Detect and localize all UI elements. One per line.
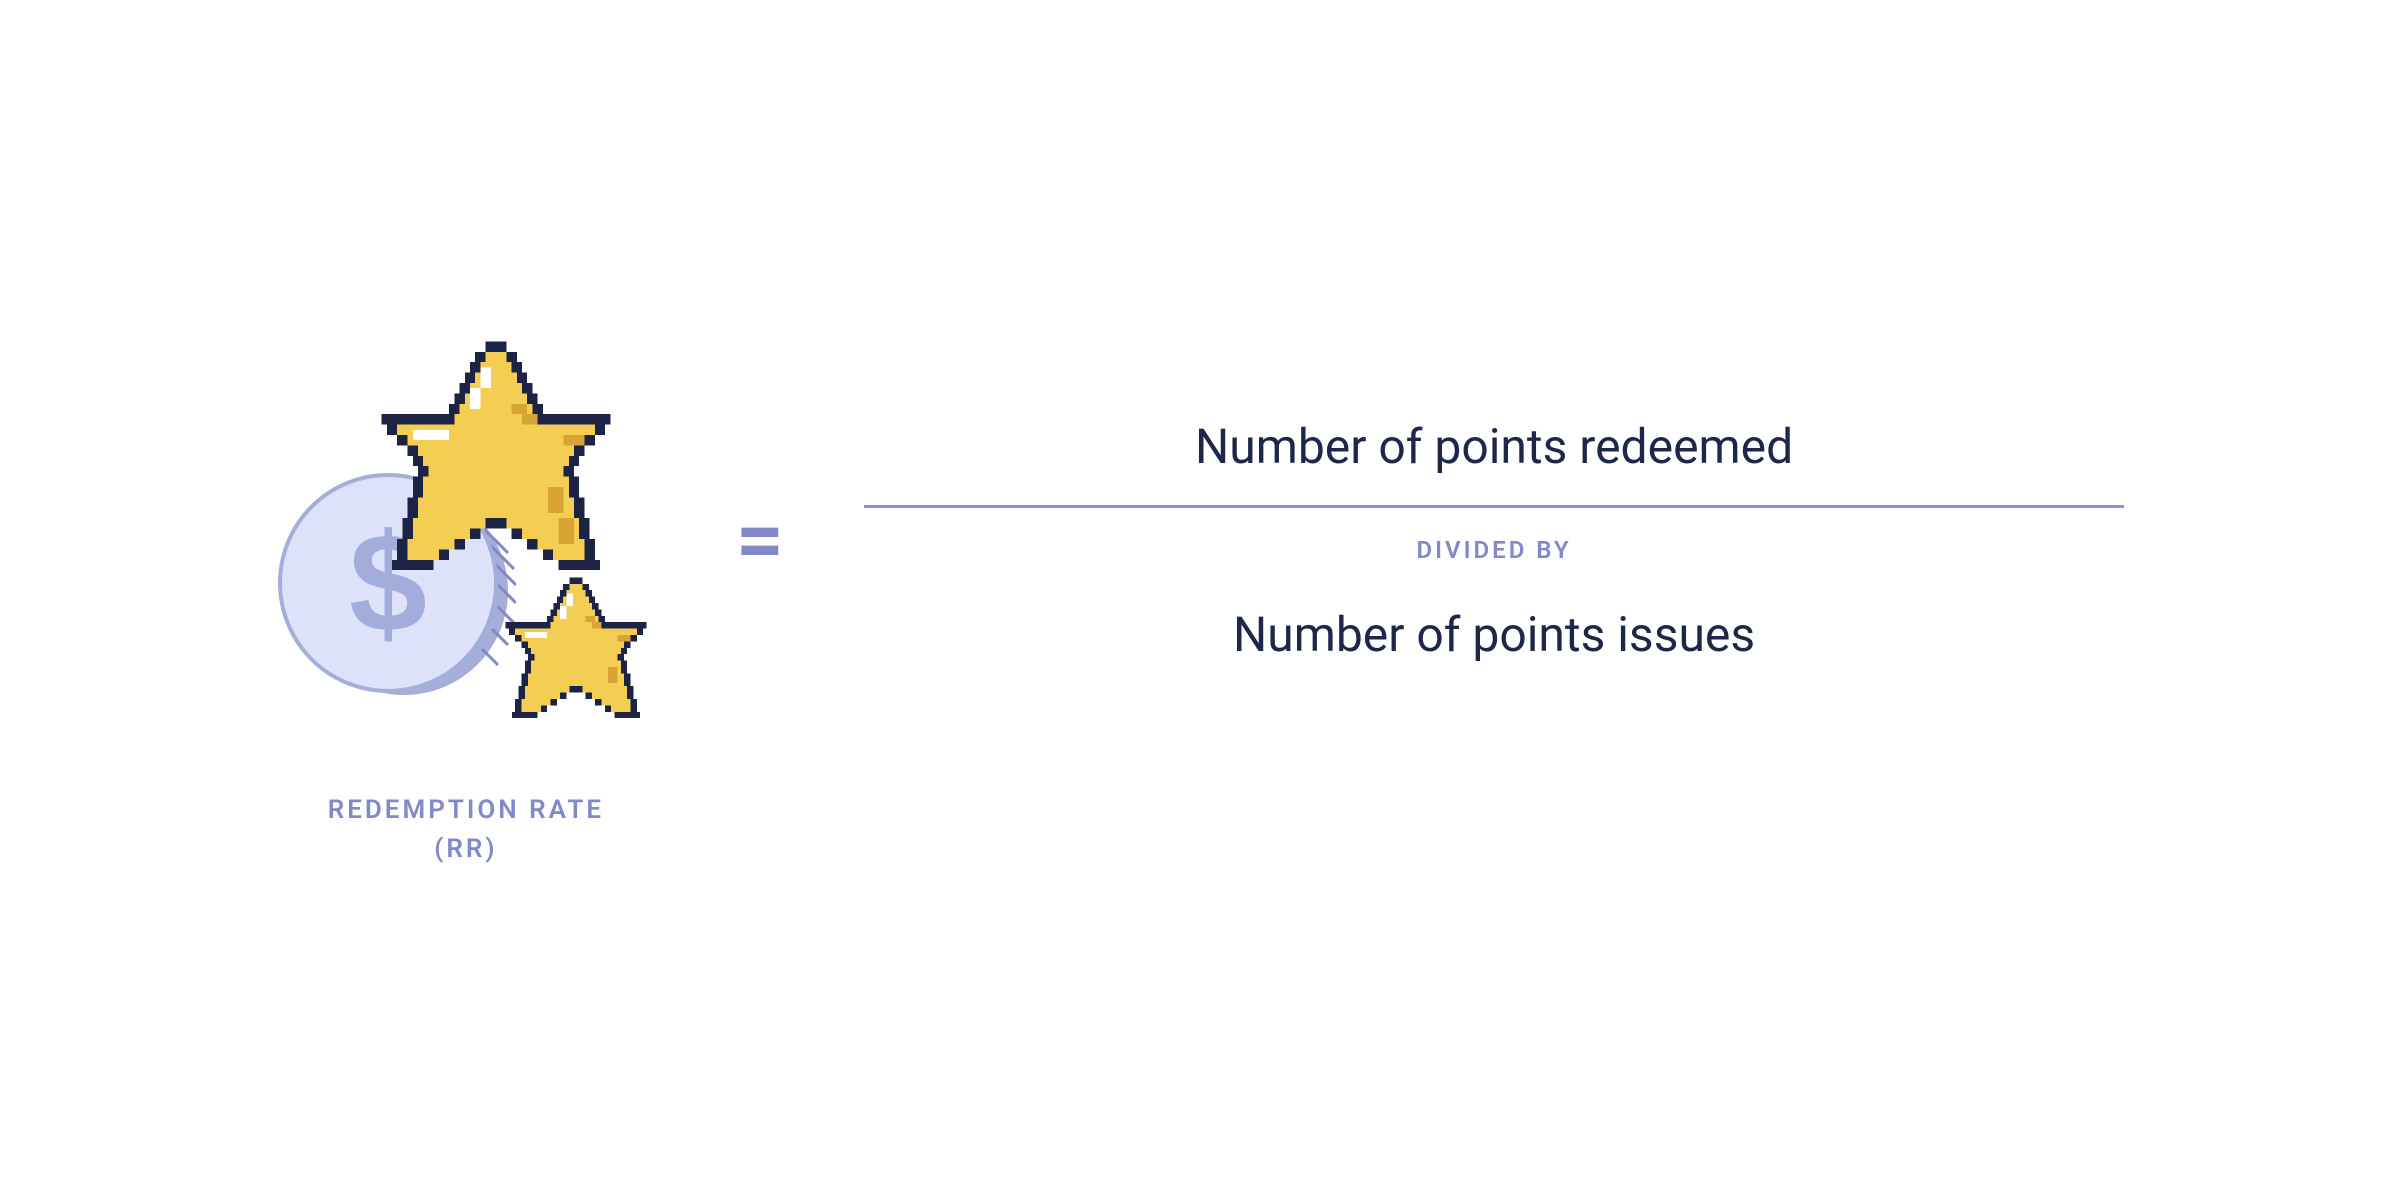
fraction-denominator: Number of points issues	[1233, 576, 1755, 693]
star-icon-large	[366, 331, 626, 591]
fraction-divider-line	[864, 505, 2124, 508]
formula-label-line1: REDEMPTION RATE	[328, 791, 604, 830]
formula-container: $	[0, 0, 2400, 1200]
formula-label-line2: (RR)	[328, 830, 604, 869]
divided-by-label: DIVIDED BY	[1417, 536, 1572, 564]
formula-fraction: Number of points redeemed DIVIDED BY Num…	[864, 388, 2124, 693]
formula-left-block: $	[276, 331, 656, 869]
formula-icon-group: $	[276, 331, 656, 731]
equals-sign: =	[736, 498, 784, 582]
formula-label: REDEMPTION RATE (RR)	[328, 791, 604, 869]
fraction-numerator: Number of points redeemed	[1195, 388, 1793, 505]
star-icon-small	[496, 571, 656, 731]
